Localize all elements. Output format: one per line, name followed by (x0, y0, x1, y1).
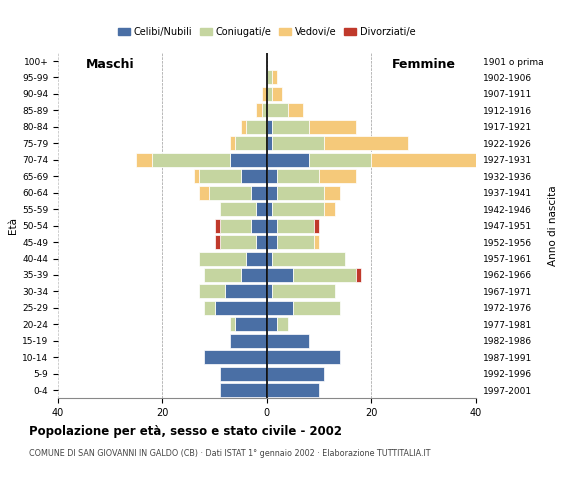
Bar (152, 153, 230, 167)
Bar (277, 169, 319, 183)
Bar (267, 252, 272, 265)
Bar (267, 317, 277, 331)
Bar (246, 252, 267, 265)
Bar (267, 285, 272, 299)
Bar (324, 202, 335, 216)
Bar (262, 103, 267, 118)
Text: Femmine: Femmine (392, 58, 455, 71)
Bar (293, 268, 356, 282)
Bar (262, 87, 267, 101)
Bar (199, 252, 246, 265)
Bar (204, 301, 215, 315)
Bar (246, 120, 267, 134)
Bar (220, 218, 251, 233)
Bar (277, 218, 314, 233)
Bar (256, 235, 267, 249)
Y-axis label: Età: Età (8, 217, 18, 234)
Bar (256, 103, 262, 118)
Bar (324, 186, 340, 200)
Bar (314, 235, 319, 249)
Bar (209, 186, 251, 200)
Bar (230, 153, 267, 167)
Bar (267, 71, 272, 84)
Bar (277, 235, 314, 249)
Bar (220, 367, 267, 381)
Bar (272, 202, 324, 216)
Bar (319, 169, 356, 183)
Bar (235, 136, 267, 150)
Bar (256, 202, 267, 216)
Bar (272, 120, 309, 134)
Bar (194, 169, 199, 183)
Bar (251, 218, 267, 233)
Bar (272, 136, 324, 150)
Bar (272, 71, 277, 84)
Bar (267, 186, 277, 200)
Bar (288, 103, 303, 118)
Bar (267, 153, 309, 167)
Bar (309, 120, 356, 134)
Text: Popolazione per età, sesso e stato civile - 2002: Popolazione per età, sesso e stato civil… (29, 425, 342, 438)
Bar (277, 186, 324, 200)
Y-axis label: Anno di nascita: Anno di nascita (548, 185, 558, 266)
Bar (230, 136, 235, 150)
Bar (199, 285, 225, 299)
Bar (215, 235, 220, 249)
Bar (241, 169, 267, 183)
Bar (267, 103, 288, 118)
Bar (215, 218, 220, 233)
Bar (225, 285, 267, 299)
Bar (371, 153, 476, 167)
Bar (204, 350, 267, 364)
Bar (230, 317, 235, 331)
Bar (241, 120, 246, 134)
Bar (230, 334, 267, 348)
Bar (199, 169, 241, 183)
Bar (314, 218, 319, 233)
Bar (277, 317, 288, 331)
Bar (324, 136, 408, 150)
Bar (136, 153, 152, 167)
Bar (220, 383, 267, 397)
Bar (267, 367, 324, 381)
Bar (267, 350, 340, 364)
Bar (235, 317, 267, 331)
Legend: Celibi/Nubili, Coniugati/e, Vedovi/e, Divorziati/e: Celibi/Nubili, Coniugati/e, Vedovi/e, Di… (114, 23, 419, 41)
Bar (220, 235, 256, 249)
Bar (309, 153, 371, 167)
Bar (272, 285, 335, 299)
Bar (199, 186, 209, 200)
Bar (267, 268, 293, 282)
Bar (267, 301, 293, 315)
Bar (220, 202, 256, 216)
Bar (267, 120, 272, 134)
Bar (293, 301, 340, 315)
Bar (215, 301, 267, 315)
Bar (204, 268, 241, 282)
Bar (267, 202, 272, 216)
Bar (267, 383, 319, 397)
Text: COMUNE DI SAN GIOVANNI IN GALDO (CB) · Dati ISTAT 1° gennaio 2002 · Elaborazione: COMUNE DI SAN GIOVANNI IN GALDO (CB) · D… (29, 449, 430, 458)
Bar (267, 136, 272, 150)
Bar (251, 186, 267, 200)
Bar (272, 87, 282, 101)
Bar (267, 87, 272, 101)
Bar (267, 235, 277, 249)
Bar (272, 252, 345, 265)
Bar (356, 268, 361, 282)
Text: Maschi: Maschi (86, 58, 135, 71)
Bar (267, 218, 277, 233)
Bar (267, 334, 309, 348)
Bar (241, 268, 267, 282)
Bar (267, 169, 277, 183)
